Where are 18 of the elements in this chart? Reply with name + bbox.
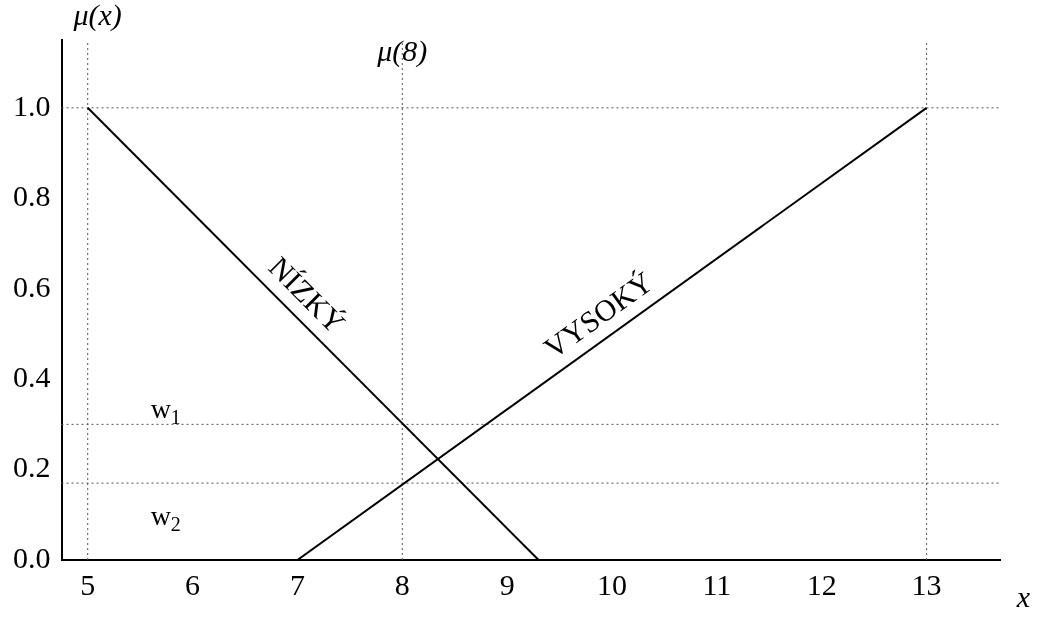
x-tick-label: 9 xyxy=(499,567,515,601)
y-tick-label: 0.8 xyxy=(13,179,51,213)
y-tick-label: 0.6 xyxy=(13,269,51,303)
y-tick-label: 0.4 xyxy=(13,360,51,394)
x-tick-label: 10 xyxy=(597,567,628,601)
x-tick-label: 8 xyxy=(394,567,410,601)
annotation: μ(8) xyxy=(376,33,428,68)
x-tick-label: 12 xyxy=(806,567,837,601)
x-tick-label: 5 xyxy=(80,567,96,601)
x-axis-title: x xyxy=(1015,579,1031,613)
y-tick-label: 1.0 xyxy=(13,88,51,122)
y-axis-title: μ(x) xyxy=(72,0,122,32)
x-tick-label: 6 xyxy=(185,567,201,601)
x-tick-label: 7 xyxy=(289,567,305,601)
y-tick-label: 0.2 xyxy=(13,450,51,484)
x-tick-label: 13 xyxy=(911,567,942,601)
x-tick-label: 11 xyxy=(702,567,732,601)
y-tick-label: 0.0 xyxy=(13,540,51,574)
